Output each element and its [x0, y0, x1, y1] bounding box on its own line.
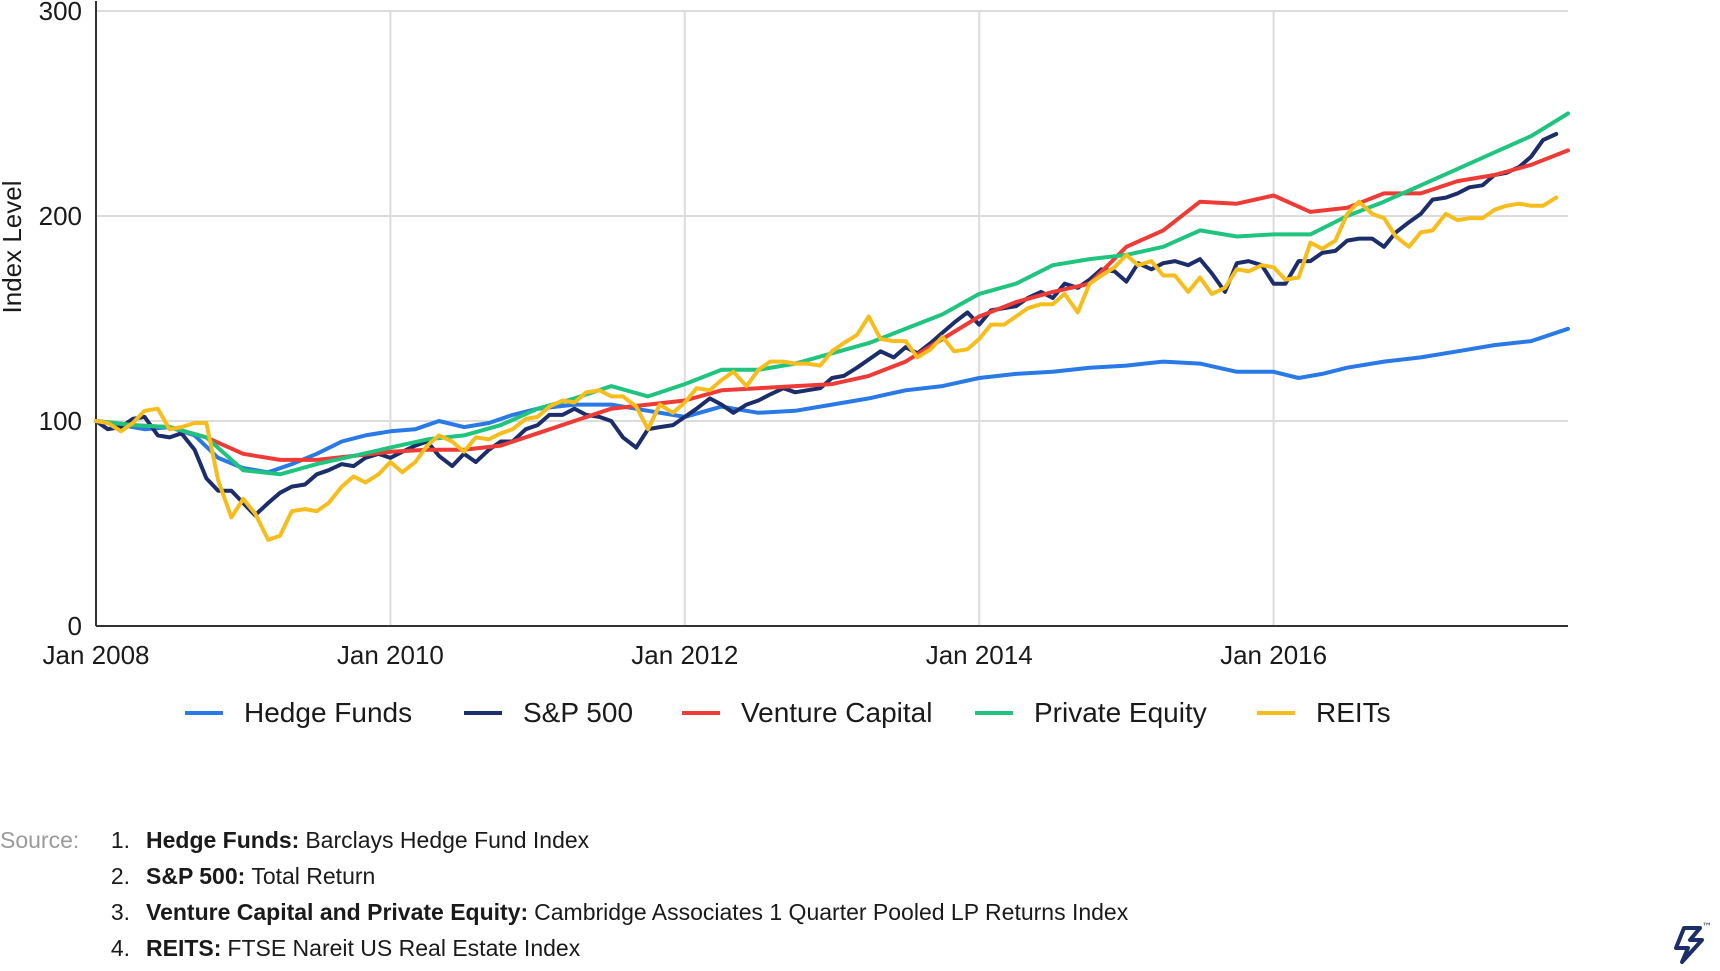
source-description: FTSE Nareit US Real Estate Index — [227, 935, 581, 961]
source-name: REITS: — [146, 935, 222, 961]
y-tick-label: 200 — [39, 201, 82, 231]
x-tick-label: Jan 2012 — [631, 640, 738, 670]
trademark-mark: ™ — [1702, 922, 1712, 933]
series-line-venture-capital — [94, 148, 1570, 462]
toptal-logo-icon: ™ — [1674, 922, 1712, 964]
source-name: S&P 500: — [146, 863, 246, 889]
legend-label-venture-capital: Venture Capital — [741, 697, 932, 728]
source-number: 3. — [110, 899, 130, 925]
source-row-1: Source: 1. Hedge Funds: Barclays Hedge F… — [0, 822, 1128, 858]
y-axis-label: Index Level — [0, 181, 27, 314]
line-chart: 0 100 200 300 Jan 2008 Jan 2010 Jan 2012 Jan 20… — [0, 0, 1570, 728]
source-name: Hedge Funds: — [146, 827, 300, 853]
chart-grid — [96, 10, 1568, 626]
legend-label-s-p-500: S&P 500 — [523, 697, 633, 728]
source-number: 1. — [110, 827, 130, 853]
series-line-reits — [94, 195, 1559, 542]
x-tick-label: Jan 2008 — [43, 640, 150, 670]
x-tick-label: Jan 2010 — [337, 640, 444, 670]
y-tick-label: 100 — [39, 406, 82, 436]
source-description: Cambridge Associates 1 Quarter Pooled LP… — [534, 899, 1129, 925]
source-number: 4. — [110, 935, 130, 961]
legend-label-reits: REITs — [1316, 697, 1391, 728]
chart-tick-labels: 0 100 200 300 Jan 2008 Jan 2010 Jan 2012 Jan 20… — [39, 0, 1327, 670]
chart-legend: Hedge Funds S&P 500 Venture Capital Private… — [185, 697, 1391, 728]
x-tick-label: Jan 2014 — [926, 640, 1033, 670]
y-tick-label: 0 — [68, 611, 82, 641]
sources-note: Source: 1. Hedge Funds: Barclays Hedge F… — [0, 822, 1128, 966]
chart-axes — [95, 1, 1568, 627]
source-row-4: 4. REITS: FTSE Nareit US Real Estate Ind… — [0, 930, 1128, 966]
source-row-3: 3. Venture Capital and Private Equity: C… — [0, 894, 1128, 930]
source-number: 2. — [110, 863, 130, 889]
chart-series-lines — [94, 111, 1570, 542]
legend-label-private-equity: Private Equity — [1034, 697, 1207, 728]
y-tick-label: 300 — [39, 0, 82, 26]
source-lead: Source: — [0, 827, 80, 853]
source-description: Total Return — [251, 863, 376, 889]
source-name: Venture Capital and Private Equity: — [146, 899, 529, 925]
source-row-2: 2. S&P 500: Total Return — [0, 858, 1128, 894]
source-description: Barclays Hedge Fund Index — [305, 827, 590, 853]
x-tick-label: Jan 2016 — [1220, 640, 1327, 670]
legend-label-hedge-funds: Hedge Funds — [244, 697, 412, 728]
